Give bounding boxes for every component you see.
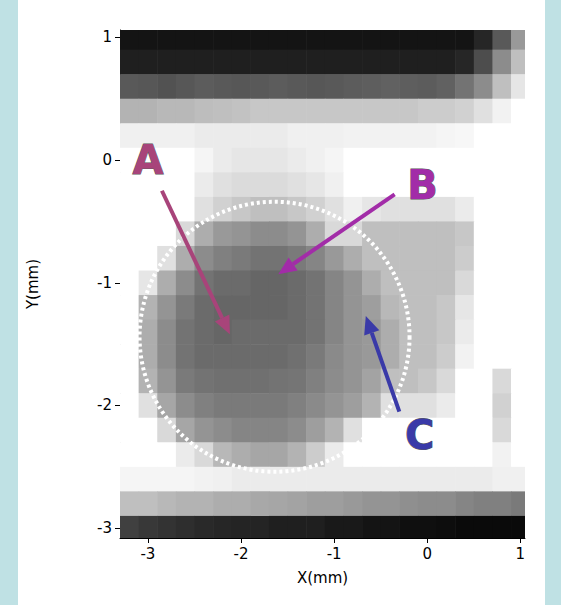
svg-text:C: C — [405, 412, 434, 458]
svg-text:-1: -1 — [97, 274, 112, 292]
svg-text:0: 0 — [422, 545, 432, 563]
svg-text:0: 0 — [102, 151, 112, 169]
svg-text:-2: -2 — [234, 545, 249, 563]
svg-text:X(mm): X(mm) — [297, 569, 348, 587]
svg-text:Y(mm): Y(mm) — [24, 259, 42, 310]
svg-text:-3: -3 — [140, 545, 155, 563]
svg-text:-3: -3 — [97, 519, 112, 537]
svg-text:-1: -1 — [327, 545, 342, 563]
svg-text:A: A — [132, 137, 163, 183]
svg-text:1: 1 — [516, 545, 526, 563]
svg-text:-2: -2 — [97, 396, 112, 414]
svg-text:1: 1 — [102, 28, 112, 46]
svg-text:B: B — [407, 162, 438, 208]
